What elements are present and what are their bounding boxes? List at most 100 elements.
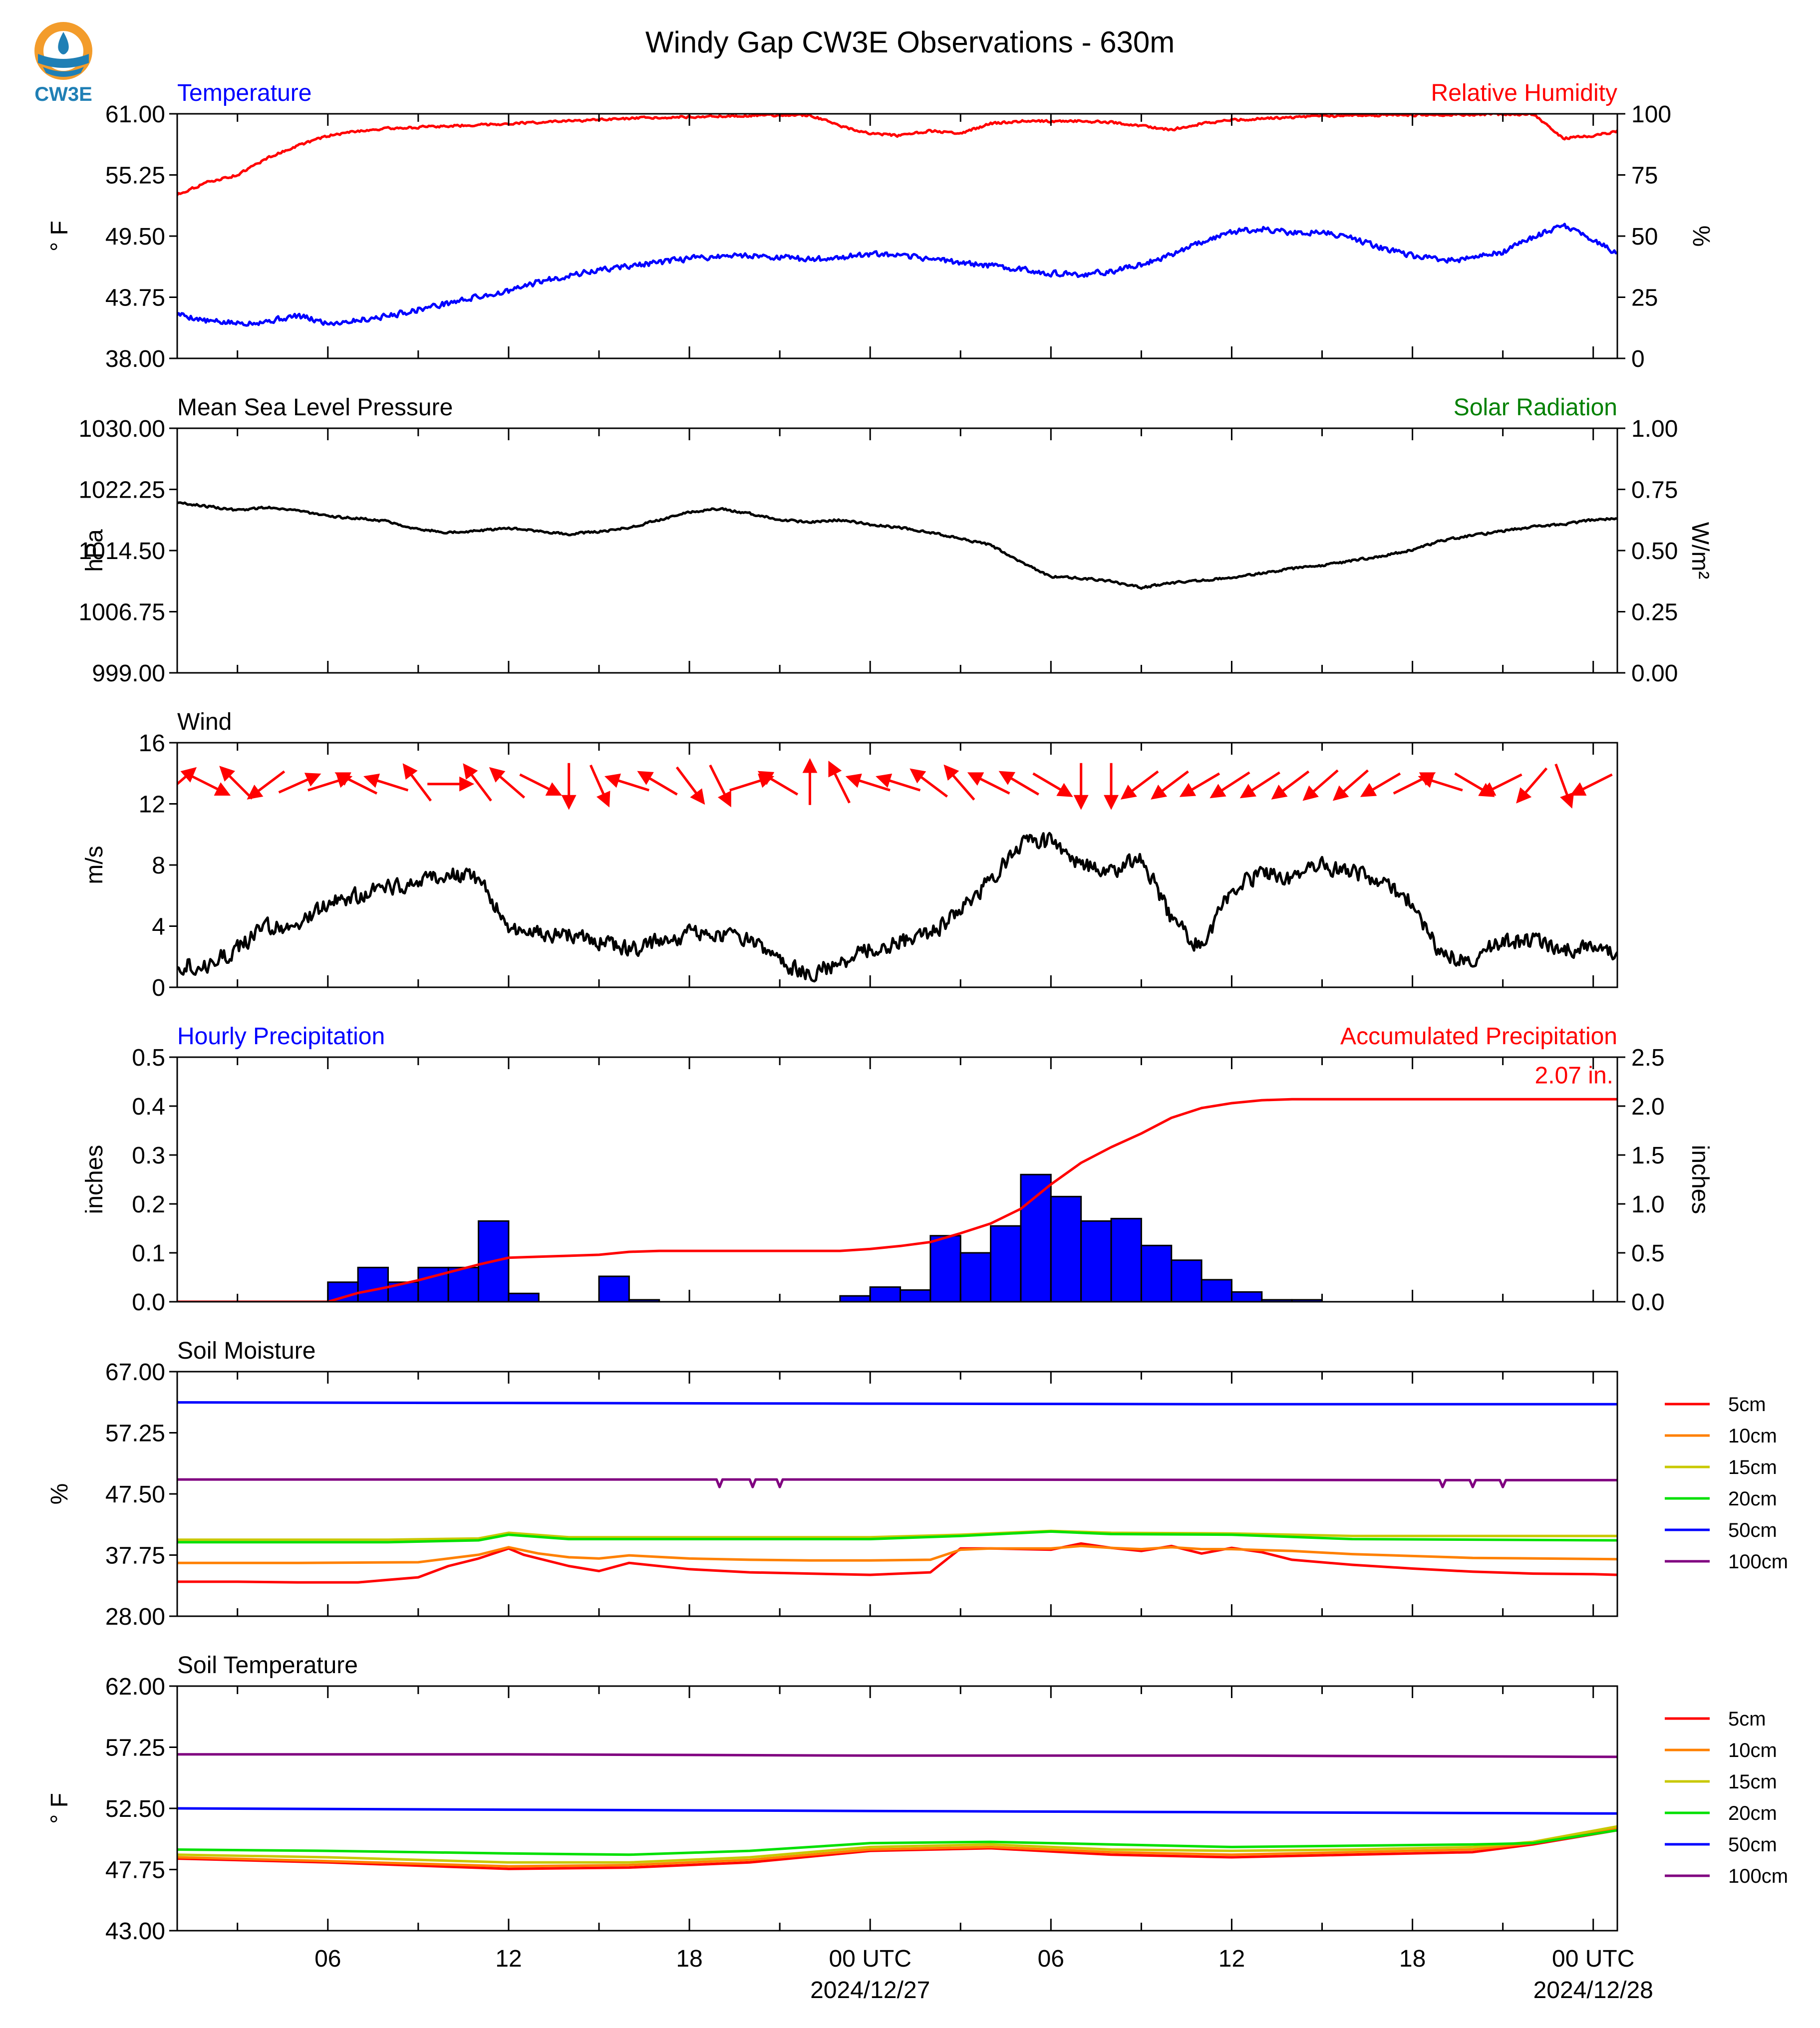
precip-bar <box>990 1225 1022 1302</box>
plot-frame <box>176 742 1618 988</box>
series-line-accumulated-precipitation <box>177 1098 1617 1302</box>
series-line-temperature <box>177 223 1617 327</box>
y-tick-label-right: 1.5 <box>1631 1143 1665 1169</box>
legend: 5cm 10cm 15cm 20cm 50cm 100cm <box>1665 1708 1788 1887</box>
legend-label: 50cm <box>1728 1519 1777 1541</box>
legend-label: 100cm <box>1728 1865 1788 1887</box>
y-tick-label: 43.00 <box>105 1918 165 1945</box>
wind-arrow <box>1032 772 1073 797</box>
x-tick-label: 12 <box>1218 1946 1245 1972</box>
y-axis-label-right: W/m² <box>1687 522 1713 579</box>
y-axis-label-right: inches <box>1687 1145 1713 1214</box>
precip-bar <box>1230 1291 1263 1302</box>
y-tick-label: 0.3 <box>132 1143 165 1169</box>
x-date-label: 2024/12/28 <box>1533 1977 1653 2004</box>
series-line-20cm <box>177 1829 1617 1856</box>
precip-bar <box>1201 1279 1232 1302</box>
precip-bar <box>628 1299 660 1302</box>
y-tick-label-right: 0.25 <box>1631 599 1678 626</box>
y-tick-label: 0.4 <box>132 1094 165 1120</box>
y-tick-label-right: 75 <box>1631 163 1658 189</box>
legend: 5cm 10cm 15cm 20cm 50cm 100cm <box>1665 1394 1788 1573</box>
wind-arrow <box>729 773 775 792</box>
legend-label: 50cm <box>1728 1834 1777 1856</box>
y-tick-label: 37.75 <box>105 1543 165 1569</box>
y-tick-label-right: 100 <box>1631 101 1671 128</box>
legend-label: 20cm <box>1728 1488 1777 1510</box>
precip-bar <box>1140 1244 1173 1302</box>
precip-bar <box>598 1275 630 1302</box>
legend-label: 15cm <box>1728 1456 1777 1478</box>
wind-arrow <box>604 773 649 792</box>
y-tick-label-right: 0.5 <box>1631 1240 1665 1267</box>
cw3e-logo: CW3E <box>26 15 101 105</box>
wind-arrow <box>219 766 253 800</box>
y-tick-label-right: 0.50 <box>1631 538 1678 565</box>
panel-title-left: Hourly Precipitation <box>177 1023 385 1050</box>
wind-arrow <box>1151 770 1189 800</box>
precip-bar <box>869 1286 902 1302</box>
precip-bar <box>959 1252 992 1302</box>
y-tick-label-right: 1.0 <box>1631 1191 1665 1218</box>
x-tick-label: 18 <box>676 1946 702 1972</box>
y-tick-label: 16 <box>139 730 165 757</box>
panel-title-left: Soil Moisture <box>177 1338 315 1364</box>
panel-title-right: Accumulated Precipitation <box>1340 1023 1617 1050</box>
chart-panel-6: 43.00 47.75 52.50 57.25 62.00 Soil Temperatur… <box>46 1652 1788 1945</box>
precip-bar <box>508 1292 540 1302</box>
plot-area <box>177 1401 1617 1584</box>
wind-arrow <box>1479 773 1522 796</box>
precip-bar <box>929 1235 961 1302</box>
panel-title-left: Temperature <box>177 80 311 106</box>
series-line-5cm <box>177 1542 1617 1584</box>
wind-arrow <box>1120 770 1159 800</box>
x-tick-label: 06 <box>1038 1946 1064 1972</box>
precip-bar <box>1020 1173 1052 1302</box>
wind-arrow <box>1516 767 1548 804</box>
y-tick-label: 57.25 <box>105 1735 165 1761</box>
chart-panel-2: 999.00 1006.75 1014.50 1022.25 1030.00 0.00 0.… <box>78 394 1713 687</box>
x-date-label: 2024/12/27 <box>810 1977 930 2004</box>
x-tick-label: 12 <box>495 1946 522 1972</box>
legend-label: 5cm <box>1728 1394 1766 1416</box>
panel-title-left: Mean Sea Level Pressure <box>177 394 453 421</box>
panel-title-right: Relative Humidity <box>1431 80 1617 106</box>
y-tick-label-right: 0.00 <box>1631 660 1678 687</box>
plot-frame <box>176 1056 1618 1303</box>
panel-title-right: Solar Radiation <box>1454 394 1617 421</box>
y-axis-label: ° F <box>46 221 73 252</box>
wind-arrow <box>637 771 678 796</box>
wind-arrow <box>967 772 1010 795</box>
figure-title: Windy Gap CW3E Observations - 630m <box>645 25 1175 59</box>
y-tick-label: 47.50 <box>105 1481 165 1508</box>
y-tick-label: 62.00 <box>105 1674 165 1700</box>
wind-arrow <box>757 771 799 796</box>
y-tick-label-right: 0 <box>1631 346 1645 372</box>
y-tick-label: 0.1 <box>132 1240 165 1267</box>
x-tick-label: 00 UTC <box>1552 1946 1634 1972</box>
y-tick-label: 1030.00 <box>78 416 165 442</box>
x-tick-label: 18 <box>1399 1946 1426 1972</box>
chart-panel-3: 0 4 8 12 16 Wind m/s <box>81 709 1618 1001</box>
series-line-50cm <box>177 1401 1617 1406</box>
y-tick-label: 4 <box>152 914 165 940</box>
y-tick-label: 1022.25 <box>78 477 165 504</box>
y-axis-label: hPa <box>81 529 108 572</box>
plot-frame <box>176 427 1618 674</box>
panel-title-left: Soil Temperature <box>177 1652 358 1679</box>
series-line-relative-humidity <box>177 114 1617 196</box>
plot-area <box>177 114 1617 327</box>
logo-drop-icon <box>58 32 69 54</box>
series-line-mean-sea-level-pressure <box>177 501 1617 590</box>
y-axis-label-right: % <box>1688 226 1714 247</box>
y-axis-label: % <box>46 1483 73 1505</box>
precip-bar <box>357 1266 389 1302</box>
y-tick-label: 57.25 <box>105 1421 165 1447</box>
plot-frame <box>176 113 1618 359</box>
plot-area <box>177 1098 1617 1302</box>
wind-arrow <box>998 771 1039 796</box>
y-tick-label: 55.25 <box>105 163 165 189</box>
precip-bar <box>1050 1195 1082 1302</box>
wind-arrow <box>1179 772 1220 797</box>
